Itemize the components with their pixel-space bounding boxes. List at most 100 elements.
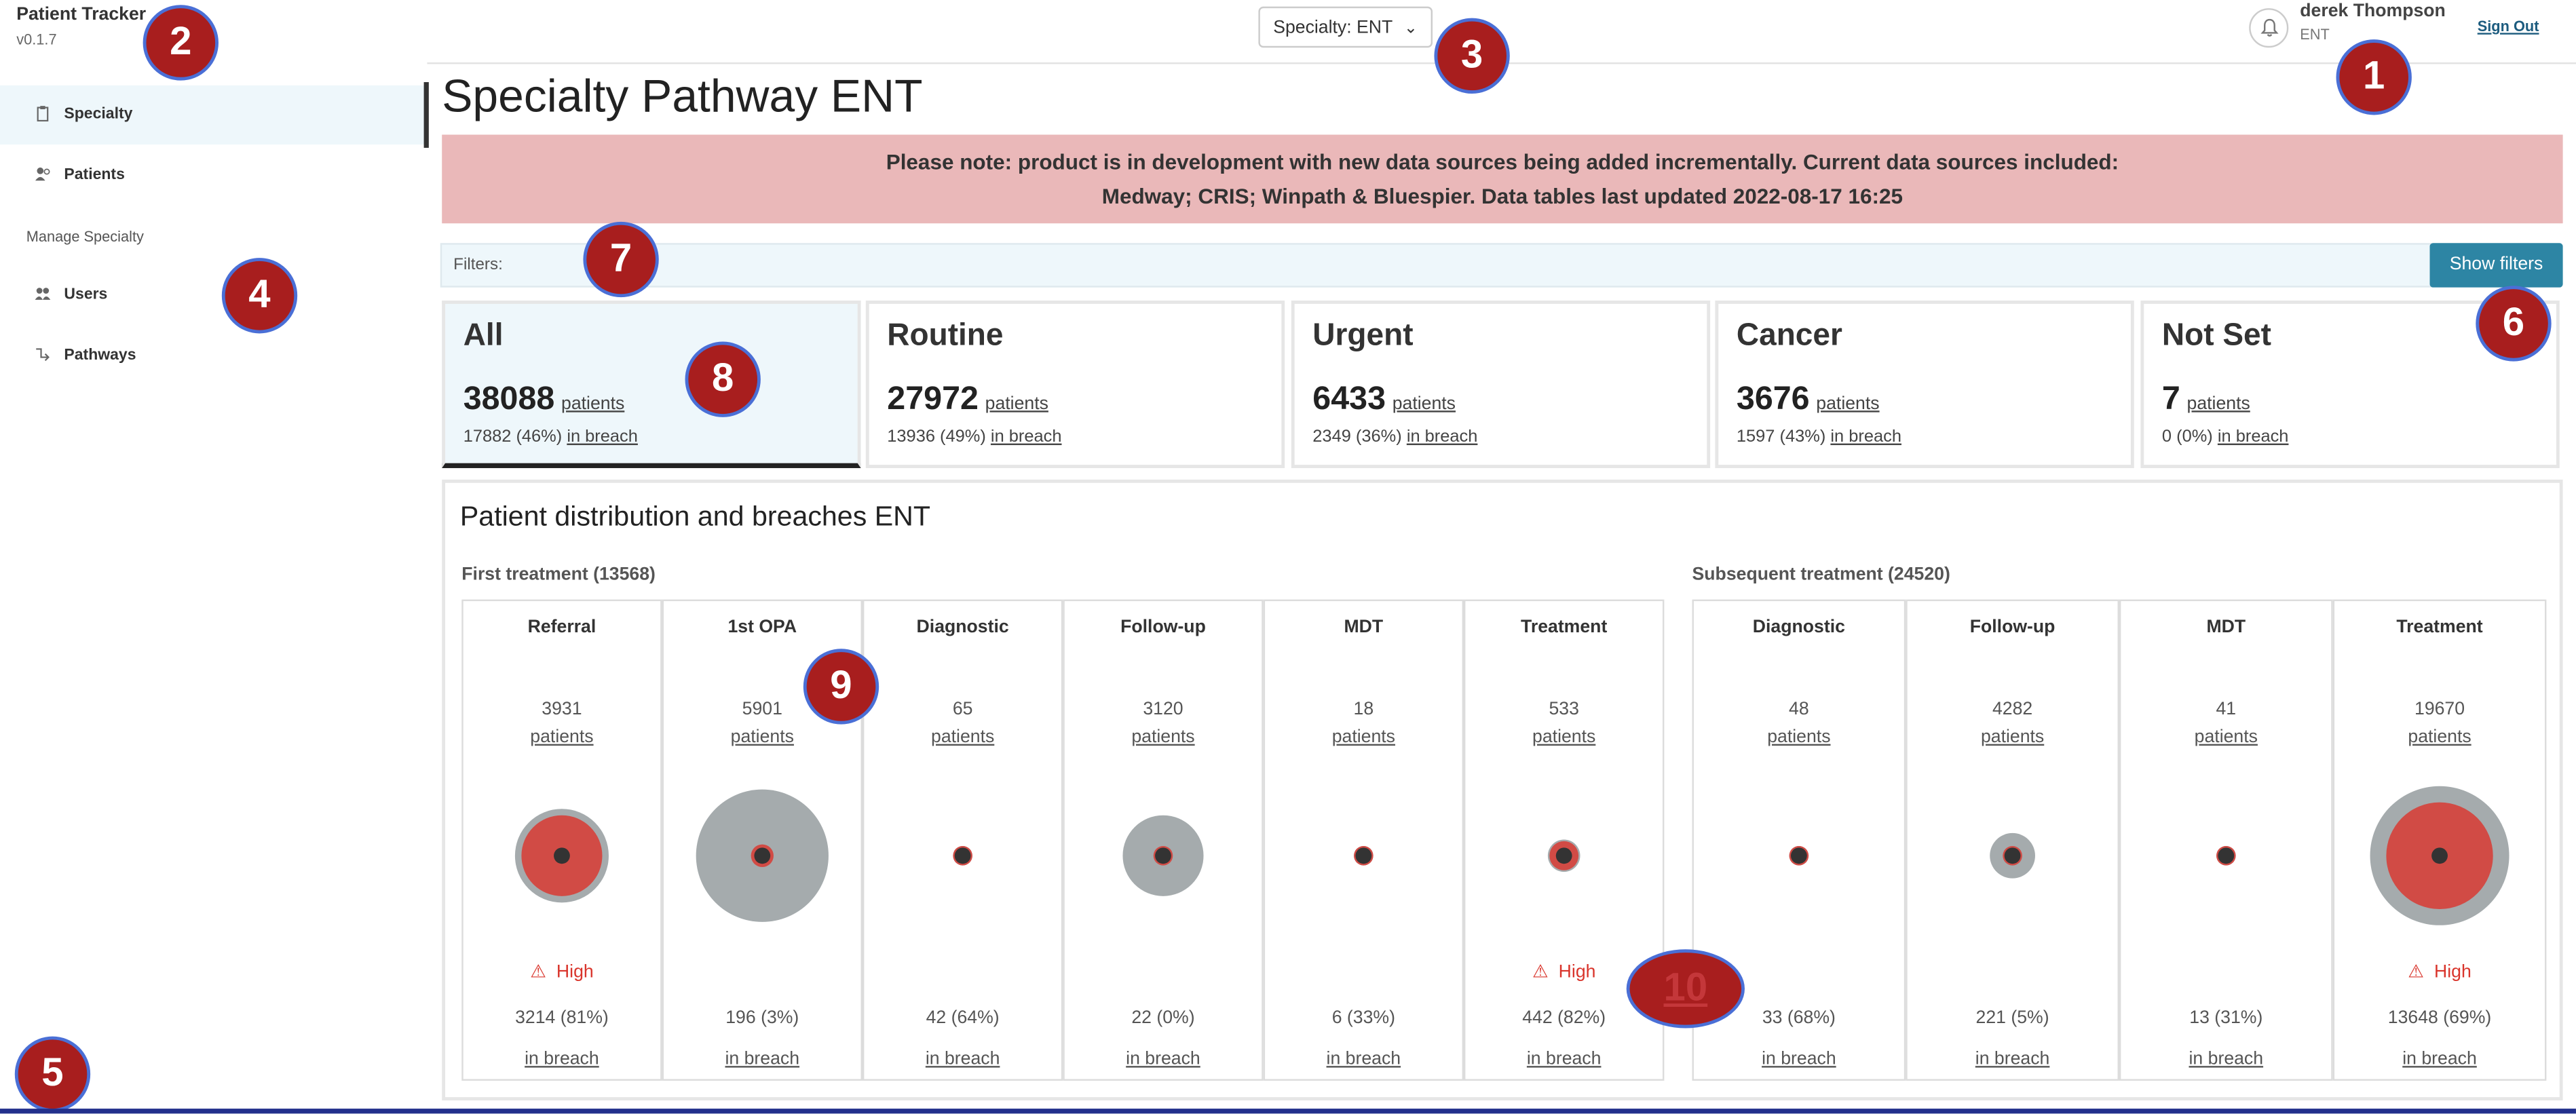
high-breach-indicator: ⚠ High: [1465, 961, 1663, 982]
stage-patients-link[interactable]: patients: [1980, 727, 2045, 748]
patients-link[interactable]: patients: [1816, 394, 1880, 415]
high-label: High: [1558, 962, 1596, 982]
in-breach-link[interactable]: in breach: [567, 427, 638, 447]
breach-count: 1597 (43%): [1736, 427, 1826, 447]
stage-patient-count: 18: [1353, 699, 1374, 720]
page-title: Specialty Pathway ENT: [442, 71, 923, 122]
category-count-row: 3676 patients: [1737, 381, 1880, 419]
show-filters-button[interactable]: Show filters: [2429, 243, 2563, 288]
users-icon: [35, 288, 51, 300]
breach-bubble: [2370, 786, 2509, 925]
specialty-select[interactable]: Specialty: ENT ⌄: [1258, 6, 1433, 48]
stage-patients-link[interactable]: patients: [931, 727, 995, 748]
callout-badge-3: 3: [1434, 18, 1510, 94]
stage-in-breach-link[interactable]: in breach: [925, 1049, 1000, 1070]
sidebar-divider: [423, 82, 429, 148]
stage-patients-link[interactable]: patients: [2408, 727, 2471, 748]
notice-line-2: Medway; CRIS; Winpath & Bluespier. Data …: [1101, 184, 1903, 209]
stage-in-breach-link[interactable]: in breach: [525, 1049, 599, 1070]
stage-in-breach-link[interactable]: in breach: [1762, 1049, 1836, 1070]
development-notice: Please note: product is in development w…: [442, 134, 2563, 224]
stage-column: MDT 41 patients 13 (31%) in breach: [2119, 599, 2333, 1081]
callout-badge-10: 10: [1626, 949, 1745, 1029]
category-card-all[interactable]: All 38088 patients 17882 (46%) in breach: [442, 301, 861, 468]
category-count-row: 7 patients: [2162, 381, 2250, 419]
bottom-border: [0, 1109, 2576, 1114]
patients-link[interactable]: patients: [985, 394, 1048, 415]
sign-out-link[interactable]: Sign Out: [2477, 18, 2539, 35]
sidebar-item-patients[interactable]: Patients: [0, 146, 427, 205]
category-count-row: 27972 patients: [887, 381, 1048, 419]
filters-bar[interactable]: Filters:: [440, 243, 2431, 288]
breach-count: 17882 (46%): [463, 427, 563, 447]
subsequent-treatment-label: Subsequent treatment (24520): [1692, 564, 1950, 585]
category-name: Cancer: [1736, 318, 1842, 353]
stage-patients-link[interactable]: patients: [1532, 727, 1596, 748]
category-count: 27972: [887, 381, 979, 417]
stage-patient-count: 533: [1549, 699, 1579, 720]
callout-badge-2: 2: [143, 5, 219, 81]
stage-in-breach-link[interactable]: in breach: [1975, 1049, 2050, 1070]
category-card-urgent[interactable]: Urgent 6433 patients 2349 (36%) in breach: [1291, 301, 1711, 468]
stage-patients-link[interactable]: patients: [2194, 727, 2258, 748]
in-breach-link[interactable]: in breach: [1406, 427, 1478, 447]
stage-patient-count: 65: [952, 699, 973, 720]
stage-patients-link[interactable]: patients: [1331, 727, 1395, 748]
user-name: derek Thompson: [2300, 1, 2446, 22]
center-dot: [954, 847, 971, 864]
stage-patients-link[interactable]: patients: [530, 727, 594, 748]
category-name: Routine: [887, 318, 1004, 353]
category-breach-row: 2349 (36%) in breach: [1312, 427, 1477, 446]
in-breach-link[interactable]: in breach: [2217, 427, 2289, 447]
stage-name: Diagnostic: [1752, 617, 1845, 638]
stage-patients-link[interactable]: patients: [1131, 727, 1195, 748]
callout-badge-9: 9: [803, 649, 879, 725]
center-dot: [2218, 847, 2235, 864]
sidebar-item-specialty[interactable]: Specialty: [0, 85, 428, 145]
callout-badge-1: 1: [2336, 39, 2412, 115]
chevron-down-icon: ⌄: [1403, 20, 1418, 38]
category-name: Not Set: [2161, 318, 2271, 353]
breach-bubble: [514, 809, 609, 903]
stage-column: MDT 18 patients 6 (33%) in breach: [1263, 599, 1464, 1081]
category-card-routine[interactable]: Routine 27972 patients 13936 (49%) in bre…: [865, 301, 1285, 468]
in-breach-link[interactable]: in breach: [990, 427, 1062, 447]
notification-bell-button[interactable]: [2249, 8, 2289, 48]
callout-badge-4: 4: [221, 258, 298, 334]
breach-bubble: [1122, 815, 1204, 896]
patients-link[interactable]: patients: [1392, 394, 1456, 415]
stage-patient-count: 3931: [542, 699, 582, 720]
category-count: 6433: [1312, 381, 1386, 417]
stage-in-breach-link[interactable]: in breach: [2402, 1049, 2477, 1070]
stage-breach-count: 22 (0%): [1131, 1008, 1195, 1029]
stage-name: Follow-up: [1969, 617, 2056, 638]
center-dot: [1790, 847, 1807, 864]
user-role: ENT: [2300, 26, 2330, 43]
stage-breach-count: 196 (3%): [725, 1008, 799, 1029]
stage-in-breach-link[interactable]: in breach: [1126, 1049, 1200, 1070]
app-title[interactable]: Patient Tracker: [16, 5, 147, 25]
patients-link[interactable]: patients: [561, 394, 625, 415]
stage-column: Diagnostic 65 patients 42 (64%) in breach: [862, 599, 1063, 1081]
center-dot: [2004, 847, 2021, 864]
stage-patient-count: 4282: [1992, 699, 2033, 720]
notice-line-1: Please note: product is in development w…: [886, 149, 2119, 174]
sidebar-item-users[interactable]: Users: [0, 266, 427, 325]
stage-patients-link[interactable]: patients: [1767, 727, 1831, 748]
stage-patients-link[interactable]: patients: [730, 727, 794, 748]
stage-in-breach-link[interactable]: in breach: [1526, 1049, 1602, 1070]
in-breach-link[interactable]: in breach: [1830, 427, 1902, 447]
stage-name: Follow-up: [1120, 617, 1206, 638]
patients-link[interactable]: patients: [2186, 394, 2250, 415]
stage-in-breach-link[interactable]: in breach: [1326, 1049, 1401, 1070]
stage-in-breach-link[interactable]: in breach: [725, 1049, 800, 1070]
high-label: High: [2434, 962, 2471, 982]
stage-in-breach-link[interactable]: in breach: [2189, 1049, 2264, 1070]
sidebar-item-pathways[interactable]: Pathways: [0, 327, 427, 386]
stage-name: 1st OPA: [727, 617, 797, 638]
high-label: High: [556, 962, 594, 982]
category-name: All: [463, 318, 504, 353]
patients-icon: [35, 167, 50, 181]
filters-label: Filters:: [453, 256, 503, 275]
category-card-cancer[interactable]: Cancer 3676 patients 1597 (43%) in breach: [1715, 301, 2134, 468]
